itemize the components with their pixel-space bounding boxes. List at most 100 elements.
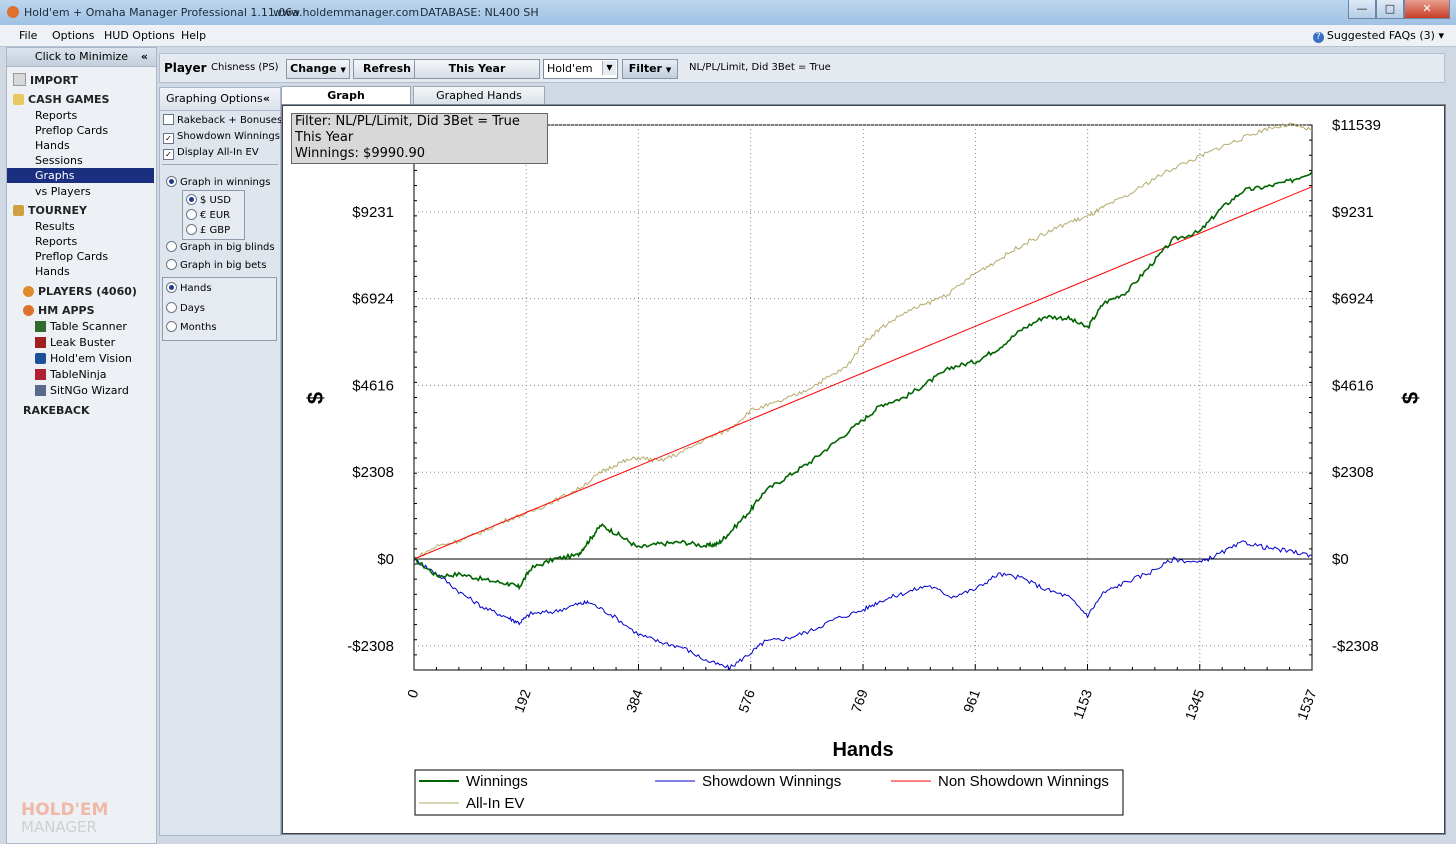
nav-cash-graphs[interactable]: Graphs (7, 168, 154, 183)
window-url: www.holdemmanager.com (273, 6, 420, 19)
menu-options[interactable]: Options (52, 29, 95, 42)
info-winnings: Winnings: $9990.90 (295, 146, 426, 161)
graphing-options-title: Graphing Options (166, 92, 263, 105)
window-database: DATABASE: NL400 SH (420, 6, 539, 19)
change-player-button[interactable]: Change ▼ (286, 59, 350, 79)
radio-hands[interactable]: Hands (166, 282, 212, 295)
info-period: This Year (295, 130, 354, 145)
change-label: Change (290, 62, 337, 75)
nav-table-ninja-label: TableNinja (50, 368, 107, 381)
legend-label: Showdown Winnings (702, 773, 841, 790)
nav-players[interactable]: PLAYERS (4060) (23, 284, 170, 299)
x-axis-label: Hands (832, 739, 893, 761)
radio-icon (166, 321, 177, 332)
tab-graph[interactable]: Graph (281, 86, 411, 105)
logo-line-1: HOLD'EM (21, 800, 109, 820)
table-ninja-icon (35, 369, 46, 380)
menu-file[interactable]: File (19, 29, 38, 42)
nav-table-scanner[interactable]: Table Scanner (35, 319, 154, 334)
filter-text: NL/PL/Limit, Did 3Bet = True (689, 62, 831, 73)
y-tick-label-right: $11539 (1332, 117, 1381, 134)
chevron-down-icon: ▼ (602, 61, 616, 75)
y-tick-label-right: -$2308 (1332, 638, 1379, 655)
nav-tourney-reports[interactable]: Reports (35, 235, 78, 248)
y-tick-label-left: $4616 (352, 377, 394, 394)
radio-days[interactable]: Days (166, 302, 205, 315)
legend-label: All-In EV (466, 795, 524, 812)
filter-label: Filter (628, 62, 662, 75)
nav-cash-sessions[interactable]: Sessions (35, 154, 83, 167)
radio-gbp[interactable]: £ GBP (186, 224, 230, 237)
nav-tourney[interactable]: TOURNEY (13, 203, 160, 218)
nav-rakeback[interactable]: RAKEBACK (23, 404, 90, 417)
nav-leak-buster-label: Leak Buster (50, 336, 116, 349)
y-tick-label-right: $2308 (1332, 464, 1374, 481)
filter-button[interactable]: Filter ▼ (622, 59, 678, 79)
x-tick-label: 384 (623, 687, 646, 715)
tab-graphed-hands[interactable]: Graphed Hands (413, 86, 545, 105)
nav-players-label: PLAYERS (4060) (38, 285, 137, 298)
checkbox-allin-ev[interactable]: ✓ Display All-In EV (163, 146, 259, 160)
graphing-options-panel: Graphing Options « Rakeback + Bonuses ✓ Sh… (159, 87, 282, 836)
radio-graph-big-bets[interactable]: Graph in big bets (166, 259, 266, 272)
minimize-bar[interactable]: Click to Minimize « (7, 48, 156, 67)
nav-tourney-results[interactable]: Results (35, 220, 75, 233)
nav-cash-hands[interactable]: Hands (35, 139, 70, 152)
nav-cash-vs-players[interactable]: vs Players (35, 185, 91, 198)
nav-hm-apps[interactable]: HM APPS (23, 303, 170, 318)
x-tick-label: 576 (735, 687, 758, 715)
checkbox-rakeback[interactable]: Rakeback + Bonuses (163, 114, 282, 127)
x-tick-label: 961 (960, 687, 983, 715)
radio-icon (166, 302, 177, 313)
window-controls: — □ ✕ (1348, 0, 1450, 19)
game-select[interactable]: Hold'em ▼ (543, 59, 618, 79)
menu-bar: File Options HUD Options Help ? Suggested… (0, 25, 1456, 47)
nav-table-ninja[interactable]: TableNinja (35, 367, 154, 382)
y-tick-label-left: $0 (377, 551, 394, 568)
nav-tourney-preflop-cards[interactable]: Preflop Cards (35, 250, 109, 263)
radio-icon (186, 224, 197, 235)
nav-leak-buster[interactable]: Leak Buster (35, 335, 154, 350)
nav-tourney-hands[interactable]: Hands (35, 265, 70, 278)
leak-buster-icon (35, 337, 46, 348)
checkbox-icon (163, 114, 174, 125)
nav-tourney-label: TOURNEY (28, 204, 87, 217)
minimize-button[interactable]: — (1348, 0, 1376, 19)
period-button[interactable]: This Year (414, 59, 540, 79)
menu-help[interactable]: Help (181, 29, 207, 42)
radio-graph-big-blinds[interactable]: Graph in big blinds (166, 241, 275, 254)
radio-eur[interactable]: € EUR (186, 209, 230, 222)
x-tick-label: 192 (511, 687, 534, 715)
chevron-down-icon: ▼ (340, 66, 346, 74)
y-tick-label-right: $6924 (1332, 291, 1374, 308)
legend-box (414, 769, 1124, 816)
nav-cash-games[interactable]: CASH GAMES (13, 92, 160, 107)
title-bar: Hold'em + Omaha Manager Professional 1.1… (0, 0, 1456, 26)
suggested-faqs[interactable]: ? Suggested FAQs (3) ▾ (1312, 29, 1444, 43)
checkbox-showdown-winnings[interactable]: ✓ Showdown Winnings (163, 130, 280, 144)
radio-big-blinds-label: Graph in big blinds (180, 242, 275, 253)
nav-cash-preflop-cards[interactable]: Preflop Cards (35, 124, 109, 137)
hm-apps-icon (23, 305, 34, 316)
radio-graph-winnings[interactable]: Graph in winnings (166, 176, 270, 189)
close-button[interactable]: ✕ (1404, 0, 1450, 19)
nav-holdem-vision[interactable]: Hold'em Vision (35, 351, 154, 366)
checkmark-icon: ✓ (163, 133, 174, 144)
radio-months[interactable]: Months (166, 321, 217, 334)
nav-import[interactable]: IMPORT (13, 73, 160, 88)
menu-hud-options[interactable]: HUD Options (104, 29, 175, 42)
player-label: Player (164, 61, 207, 75)
refresh-button[interactable]: Refresh (353, 59, 421, 79)
nav-cash-reports[interactable]: Reports (35, 109, 78, 122)
nav-holdem-vision-label: Hold'em Vision (50, 352, 132, 365)
collapse-chevron-icon[interactable]: « (140, 50, 148, 63)
radio-eur-label: € EUR (200, 210, 231, 221)
nav-sitngo-wizard[interactable]: SitNGo Wizard (35, 383, 154, 398)
collapse-chevron-icon[interactable]: « (262, 92, 270, 105)
radio-usd[interactable]: $ USD (186, 194, 231, 207)
players-icon (23, 286, 34, 297)
radio-icon (186, 209, 197, 220)
series-line-non-showdown-winnings (413, 186, 1313, 560)
radio-icon (166, 176, 177, 187)
maximize-button[interactable]: □ (1376, 0, 1404, 19)
